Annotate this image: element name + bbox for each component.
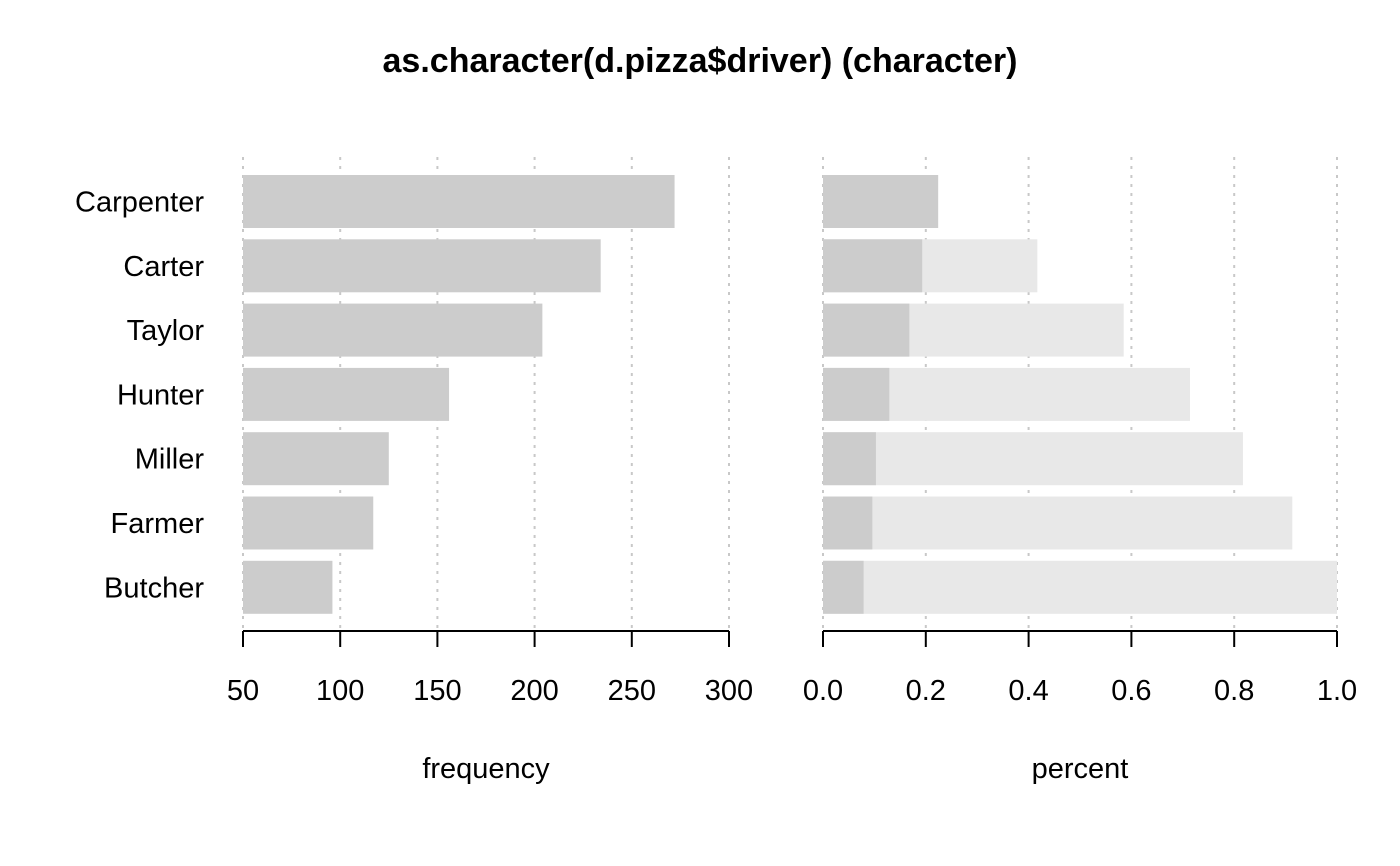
cumulative-percent-bar-butcher (823, 560, 1337, 614)
frequency-tick-label: 50 (227, 675, 259, 707)
chart-title: as.character(d.pizza$driver) (character) (383, 42, 1018, 80)
percent-tick-label: 0.6 (1111, 675, 1151, 707)
frequency-x-axis: 50 100 150 200 250 300 (227, 630, 753, 707)
category-label: Carter (123, 251, 204, 283)
percent-tick-label: 1.0 (1317, 675, 1357, 707)
frequency-tick-label: 100 (316, 675, 364, 707)
frequency-bar-carter (243, 239, 601, 293)
frequency-bar-farmer (243, 496, 374, 550)
percent-bar-butcher (823, 560, 864, 614)
category-label: Taylor (127, 315, 205, 347)
category-label: Carpenter (75, 187, 204, 219)
percent-bars (823, 175, 1337, 614)
category-labels: Carpenter Carter Taylor Hunter Miller Farmer B… (75, 187, 204, 605)
frequency-bar-butcher (243, 560, 333, 614)
frequency-tick-label: 250 (608, 675, 656, 707)
percent-bar-hunter (823, 367, 890, 421)
cumulative-percent-bar-miller (823, 432, 1243, 486)
cumulative-percent-bar-farmer (823, 496, 1293, 550)
category-label: Miller (135, 444, 205, 476)
percent-tick-label: 0.8 (1214, 675, 1254, 707)
percent-bar-carpenter (823, 175, 939, 228)
category-label: Farmer (111, 508, 205, 540)
frequency-tick-label: 300 (705, 675, 753, 707)
percent-tick-label: 0.4 (1008, 675, 1048, 707)
percent-axis-label: percent (1032, 753, 1129, 785)
frequency-tick-label: 200 (510, 675, 558, 707)
frequency-tick-label: 150 (413, 675, 461, 707)
frequency-bar-carpenter (243, 175, 675, 228)
percent-tick-label: 0.0 (803, 675, 843, 707)
percent-panel: 0.0 0.2 0.4 0.6 0.8 1.0 percent (803, 157, 1357, 785)
percent-bar-farmer (823, 496, 873, 550)
percent-bar-taylor (823, 303, 910, 357)
frequency-bar-taylor (243, 303, 543, 357)
frequency-panel: Carpenter Carter Taylor Hunter Miller Farmer B… (75, 157, 753, 785)
frequency-bar-miller (243, 432, 389, 486)
frequency-axis-label: frequency (422, 753, 550, 785)
frequency-bar-hunter (243, 367, 450, 421)
percent-bar-carter (823, 239, 923, 293)
percent-x-axis: 0.0 0.2 0.4 0.6 0.8 1.0 (803, 630, 1357, 707)
percent-bar-miller (823, 432, 876, 486)
category-label: Butcher (104, 572, 204, 604)
frequency-bars (243, 175, 675, 614)
category-label: Hunter (117, 379, 204, 411)
percent-tick-label: 0.2 (906, 675, 946, 707)
